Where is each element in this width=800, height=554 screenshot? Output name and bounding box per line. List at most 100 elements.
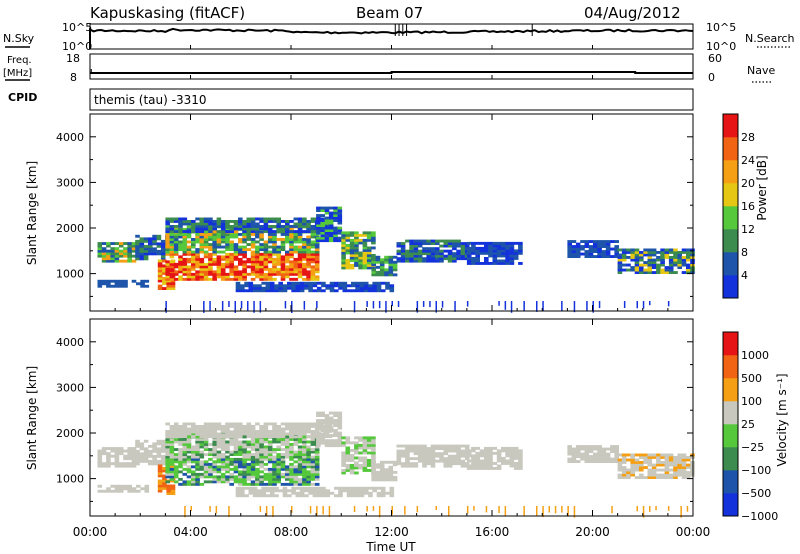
- velocity-cell: [97, 459, 103, 463]
- power-cell: [484, 257, 489, 260]
- velocity-cell: [195, 443, 200, 446]
- power-cell: [173, 245, 179, 249]
- velocity-cell: [614, 457, 619, 461]
- power-cell: [375, 255, 381, 259]
- power-cell: [302, 230, 307, 233]
- power-cell: [118, 254, 124, 258]
- power-cell: [165, 225, 170, 229]
- power-cell: [139, 247, 145, 251]
- power-cell: [668, 256, 674, 259]
- velocity-cell: [127, 457, 132, 461]
- power-cell: [242, 252, 247, 256]
- power-cell: [123, 282, 128, 286]
- velocity-cell: [173, 448, 179, 451]
- power-cell: [233, 275, 239, 279]
- power-cell: [310, 277, 316, 281]
- velocity-cell: [673, 466, 678, 469]
- power-cell: [118, 282, 124, 286]
- velocity-cell: [191, 450, 196, 454]
- power-cell: [242, 255, 247, 259]
- velocity-cell: [280, 457, 286, 461]
- power-cell: [199, 270, 205, 274]
- velocity-cell: [136, 489, 141, 493]
- power-speckle: [203, 301, 205, 313]
- velocity-cell: [246, 457, 252, 461]
- power-cell: [152, 239, 157, 243]
- velocity-cell: [337, 424, 343, 427]
- power-cell: [639, 258, 644, 262]
- power-cell: [314, 267, 320, 271]
- power-speckle: [247, 301, 249, 311]
- power-cell: [518, 249, 523, 253]
- power-cell: [280, 248, 286, 251]
- velocity-cell: [580, 447, 585, 451]
- power-cell: [289, 262, 294, 266]
- velocity-cell: [97, 454, 103, 458]
- velocity-cell: [233, 422, 239, 426]
- velocity-cell: [643, 466, 648, 469]
- power-cell: [366, 236, 372, 240]
- velocity-cell: [248, 491, 254, 495]
- power-cell: [220, 222, 226, 226]
- power-cell: [199, 272, 205, 276]
- power-cell: [447, 244, 453, 248]
- power-cell: [297, 233, 303, 236]
- power-cell: [297, 275, 303, 279]
- power-cell: [593, 240, 598, 243]
- power-cell: [496, 251, 502, 255]
- power-cell: [345, 259, 351, 262]
- velocity-cell: [178, 440, 183, 444]
- velocity-cell: [195, 465, 200, 469]
- power-cell: [324, 221, 330, 225]
- velocity-cell: [186, 440, 192, 444]
- velocity-cell: [195, 457, 200, 461]
- power-cell: [471, 244, 476, 248]
- power-cell: [660, 256, 665, 259]
- power-cell: [272, 235, 277, 239]
- power-cell: [686, 263, 691, 267]
- velocity-cell: [660, 473, 665, 477]
- power-cell: [312, 289, 318, 293]
- power-cell: [216, 243, 222, 246]
- power-cell: [435, 249, 440, 253]
- power-cell: [329, 281, 335, 285]
- power-cell: [127, 244, 132, 248]
- velocity-cell: [492, 467, 498, 470]
- power-cell: [354, 244, 359, 247]
- power-cell: [225, 262, 230, 266]
- power-cell: [225, 238, 230, 241]
- velocity-cell: [328, 416, 334, 420]
- power-cell: [157, 284, 163, 288]
- power-cell: [452, 247, 457, 251]
- power-cell: [152, 234, 157, 238]
- power-cell: [287, 284, 292, 288]
- power-cell: [302, 220, 307, 223]
- velocity-cell: [593, 457, 598, 461]
- power-cell: [289, 267, 294, 271]
- power-cell: [505, 249, 510, 253]
- velocity-cell: [405, 459, 410, 463]
- velocity-cell: [643, 461, 648, 464]
- power-cell: [285, 222, 290, 226]
- power-cell: [216, 217, 222, 221]
- power-cell: [212, 220, 217, 223]
- velocity-cell: [293, 427, 299, 431]
- power-cell: [280, 260, 286, 264]
- power-cell: [250, 250, 256, 254]
- power-cell: [199, 225, 205, 228]
- power-cell: [447, 249, 453, 253]
- velocity-cell: [233, 425, 239, 428]
- velocity-cell: [567, 452, 572, 456]
- velocity-cell: [388, 468, 394, 472]
- power-cell: [413, 257, 419, 261]
- velocity-cell: [316, 421, 321, 425]
- velocity-cell: [225, 450, 230, 454]
- power-cell: [233, 252, 239, 256]
- power-cell: [460, 249, 466, 253]
- power-cell: [324, 239, 330, 243]
- velocity-cell: [379, 470, 385, 474]
- velocity-cell: [333, 411, 338, 415]
- velocity-cell: [422, 454, 427, 458]
- power-cell: [304, 284, 309, 288]
- velocity-cell: [208, 450, 213, 454]
